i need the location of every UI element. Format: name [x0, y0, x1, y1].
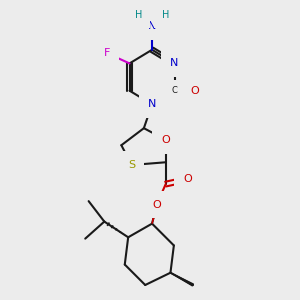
Text: O: O	[183, 174, 192, 184]
Text: H: H	[162, 10, 169, 20]
Text: H: H	[135, 10, 142, 20]
Text: O: O	[152, 200, 161, 209]
Polygon shape	[152, 204, 158, 224]
Text: O: O	[190, 86, 199, 96]
Text: F: F	[104, 48, 110, 58]
Text: N: N	[148, 99, 156, 109]
Text: N: N	[148, 21, 156, 31]
Text: S: S	[128, 160, 135, 170]
Text: O: O	[161, 135, 170, 145]
Text: N: N	[170, 58, 179, 68]
Text: C: C	[172, 86, 178, 95]
Polygon shape	[170, 273, 194, 286]
